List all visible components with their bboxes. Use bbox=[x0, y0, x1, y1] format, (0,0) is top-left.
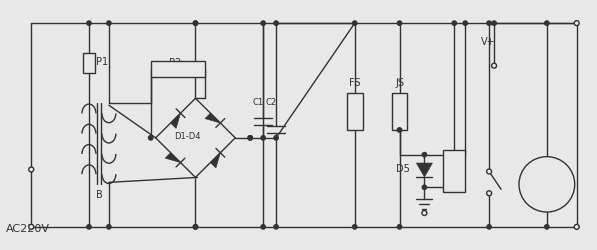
Circle shape bbox=[574, 224, 579, 229]
Circle shape bbox=[107, 21, 111, 25]
Circle shape bbox=[87, 21, 91, 25]
Circle shape bbox=[193, 225, 198, 229]
Text: J: J bbox=[453, 160, 456, 170]
Text: C1: C1 bbox=[253, 98, 264, 107]
Circle shape bbox=[398, 128, 402, 132]
Text: AC220V: AC220V bbox=[7, 224, 50, 234]
Circle shape bbox=[261, 136, 265, 140]
Text: C2: C2 bbox=[266, 98, 276, 107]
Circle shape bbox=[149, 136, 153, 140]
Circle shape bbox=[487, 191, 491, 196]
Text: D1-D4: D1-D4 bbox=[174, 132, 201, 141]
Circle shape bbox=[422, 185, 427, 190]
Circle shape bbox=[398, 21, 402, 25]
Circle shape bbox=[422, 210, 427, 216]
Circle shape bbox=[487, 21, 491, 25]
Text: FS: FS bbox=[349, 78, 361, 88]
Circle shape bbox=[274, 225, 278, 229]
Circle shape bbox=[193, 21, 198, 25]
Circle shape bbox=[274, 136, 278, 140]
Circle shape bbox=[87, 225, 91, 229]
Circle shape bbox=[353, 21, 357, 25]
Polygon shape bbox=[211, 153, 220, 168]
Circle shape bbox=[261, 225, 265, 229]
Circle shape bbox=[491, 63, 497, 68]
Circle shape bbox=[193, 21, 198, 25]
Text: P2: P2 bbox=[168, 58, 181, 68]
Bar bbox=[444, 150, 465, 192]
Text: B: B bbox=[96, 190, 103, 200]
Bar bbox=[150, 61, 205, 76]
Circle shape bbox=[452, 21, 457, 25]
Circle shape bbox=[193, 225, 198, 229]
Bar bbox=[83, 53, 95, 72]
Circle shape bbox=[487, 169, 491, 174]
Text: V+: V+ bbox=[481, 37, 496, 47]
Circle shape bbox=[492, 21, 496, 25]
Circle shape bbox=[544, 225, 549, 229]
Polygon shape bbox=[417, 163, 432, 177]
Circle shape bbox=[274, 21, 278, 25]
Circle shape bbox=[107, 225, 111, 229]
Circle shape bbox=[29, 167, 34, 172]
Text: D5: D5 bbox=[396, 164, 410, 174]
Polygon shape bbox=[171, 113, 180, 128]
Bar bbox=[347, 93, 363, 130]
Circle shape bbox=[248, 136, 253, 140]
Circle shape bbox=[29, 224, 34, 229]
Circle shape bbox=[519, 157, 575, 212]
Bar bbox=[392, 93, 408, 130]
Circle shape bbox=[463, 21, 467, 25]
Circle shape bbox=[353, 225, 357, 229]
Circle shape bbox=[248, 136, 253, 140]
Polygon shape bbox=[205, 113, 220, 123]
Circle shape bbox=[261, 21, 265, 25]
Polygon shape bbox=[165, 153, 180, 162]
Circle shape bbox=[544, 21, 549, 25]
Circle shape bbox=[398, 225, 402, 229]
Circle shape bbox=[487, 225, 491, 229]
Text: P1: P1 bbox=[96, 57, 108, 67]
Text: M: M bbox=[541, 178, 553, 191]
Circle shape bbox=[422, 152, 427, 157]
Text: JS: JS bbox=[395, 78, 404, 88]
Circle shape bbox=[574, 21, 579, 25]
